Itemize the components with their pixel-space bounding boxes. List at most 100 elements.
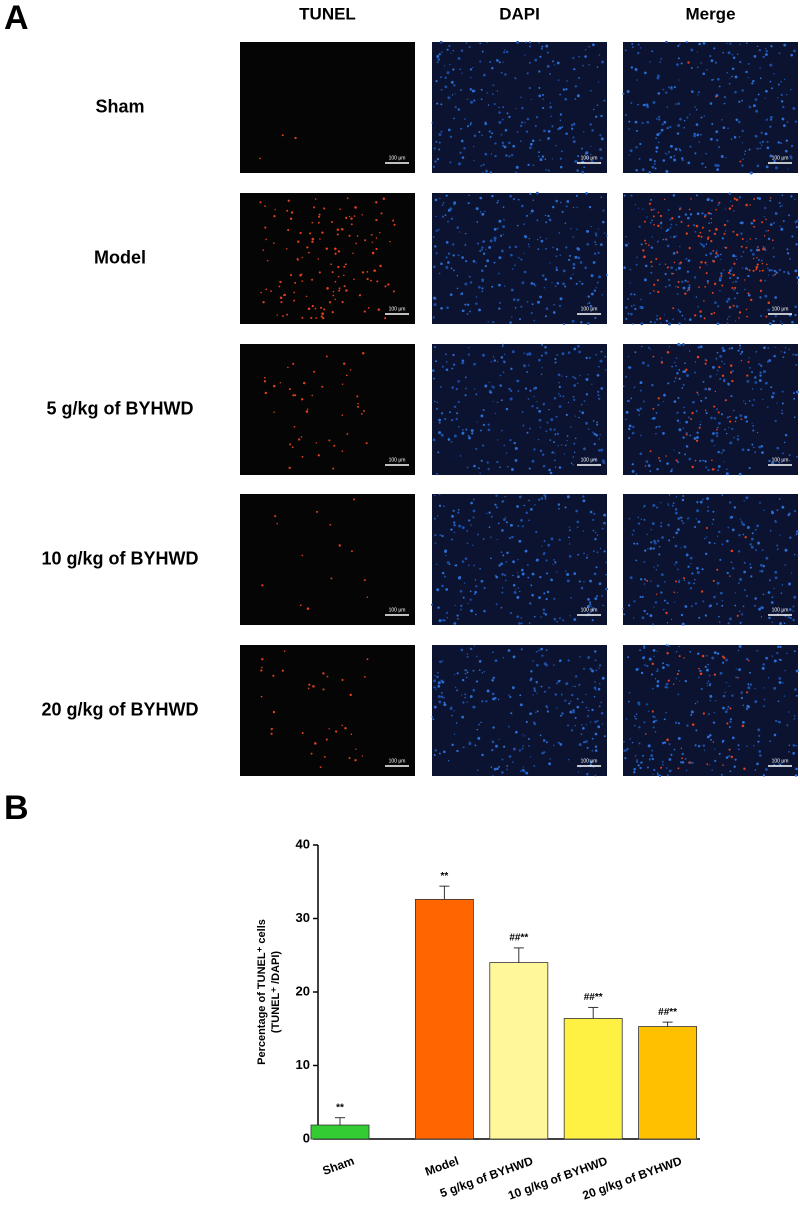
nucleus [451, 514, 454, 518]
nucleus [482, 163, 485, 166]
nucleus [709, 694, 713, 698]
nucleus [754, 98, 758, 101]
nucleus [484, 384, 488, 388]
nucleus [759, 141, 762, 144]
nucleus [556, 61, 560, 65]
nucleus [735, 676, 738, 679]
nucleus [756, 524, 760, 528]
nucleus [684, 279, 687, 282]
nucleus [709, 684, 711, 687]
nucleus [599, 134, 602, 137]
nucleus [573, 347, 577, 351]
tunel-dot [704, 261, 707, 264]
tunel-dot [297, 240, 300, 243]
nucleus [753, 55, 757, 58]
nucleus [482, 73, 486, 77]
nucleus [643, 504, 646, 507]
nucleus [468, 346, 470, 349]
nucleus [542, 98, 544, 100]
nucleus [438, 504, 442, 508]
nucleus [545, 44, 549, 48]
tunel-dot [274, 515, 277, 518]
nucleus [656, 772, 659, 774]
nucleus [509, 611, 513, 615]
nucleus [713, 711, 716, 714]
nucleus [738, 668, 741, 672]
nucleus [512, 144, 516, 148]
nucleus [595, 433, 598, 437]
nucleus [685, 431, 688, 435]
nucleus [593, 289, 597, 292]
nucleus [464, 376, 467, 379]
nucleus [481, 134, 483, 137]
nucleus [734, 604, 737, 607]
nucleus [744, 415, 748, 419]
tunel-dot [705, 526, 708, 530]
nucleus [767, 347, 769, 349]
nucleus [765, 49, 768, 53]
tunel-dot [745, 203, 748, 207]
nucleus [453, 405, 457, 409]
micrograph: 100 μm [431, 40, 607, 174]
nucleus [667, 150, 671, 154]
nucleus [667, 644, 670, 647]
nucleus [745, 496, 749, 500]
nucleus [569, 254, 572, 257]
nucleus [649, 158, 652, 162]
nucleus [685, 257, 688, 260]
nucleus [675, 357, 678, 360]
nucleus [718, 85, 721, 88]
nucleus [517, 198, 520, 201]
nucleus [680, 516, 683, 519]
nucleus [738, 472, 742, 476]
tunel-dot [666, 738, 669, 742]
nucleus [548, 762, 552, 766]
nucleus [784, 149, 788, 153]
nucleus [623, 613, 626, 616]
nucleus [447, 760, 450, 762]
nucleus [732, 281, 734, 283]
nucleus [737, 744, 740, 747]
nucleus [460, 49, 464, 52]
tunel-dot [657, 290, 660, 293]
nucleus [685, 40, 688, 44]
nucleus [667, 504, 670, 506]
nucleus [716, 322, 720, 326]
nucleus [513, 441, 516, 445]
nucleus [501, 591, 504, 594]
tunel-dot [729, 575, 731, 577]
nucleus [568, 543, 571, 545]
nucleus [475, 585, 478, 588]
nucleus [795, 767, 798, 771]
nucleus [631, 533, 634, 536]
nucleus [679, 117, 682, 121]
nucleus [655, 137, 658, 140]
nucleus [752, 424, 755, 427]
nucleus [445, 256, 448, 259]
nucleus [601, 60, 604, 64]
panel-label: B [4, 789, 29, 827]
nucleus [710, 416, 713, 420]
nucleus [776, 509, 779, 512]
tunel-dot [270, 732, 273, 735]
nucleus [655, 318, 659, 321]
nucleus [789, 617, 792, 619]
column-header: TUNEL [299, 4, 356, 23]
nucleus [726, 42, 728, 45]
nucleus [553, 617, 557, 621]
nucleus [586, 321, 590, 325]
nucleus [702, 744, 706, 747]
tunel-dot [762, 246, 765, 248]
nucleus [453, 733, 456, 735]
nucleus [580, 586, 584, 590]
nucleus [444, 214, 447, 217]
nucleus [542, 739, 546, 742]
tunel-dot [680, 220, 683, 223]
nucleus [758, 445, 762, 449]
nucleus [624, 243, 628, 247]
nucleus [630, 397, 633, 400]
nucleus [445, 611, 448, 614]
nucleus [573, 572, 577, 575]
tunel-dot [712, 249, 715, 252]
nucleus [529, 712, 532, 716]
